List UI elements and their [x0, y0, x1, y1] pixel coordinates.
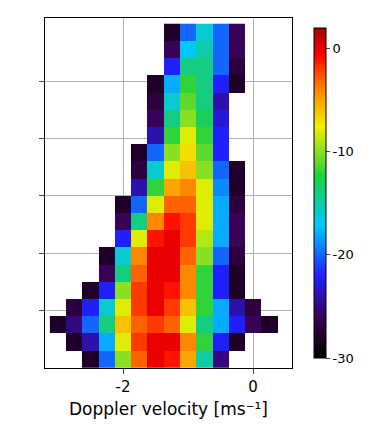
svg-text:-10: -10: [333, 144, 354, 159]
svg-text:Doppler velocity [ms⁻¹]: Doppler velocity [ms⁻¹]: [69, 399, 268, 419]
svg-text:0: 0: [333, 41, 341, 56]
svg-text:-20: -20: [333, 247, 354, 262]
svg-text:0: 0: [248, 378, 258, 396]
svg-text:-2: -2: [116, 378, 131, 396]
svg-text:-30: -30: [333, 351, 354, 366]
